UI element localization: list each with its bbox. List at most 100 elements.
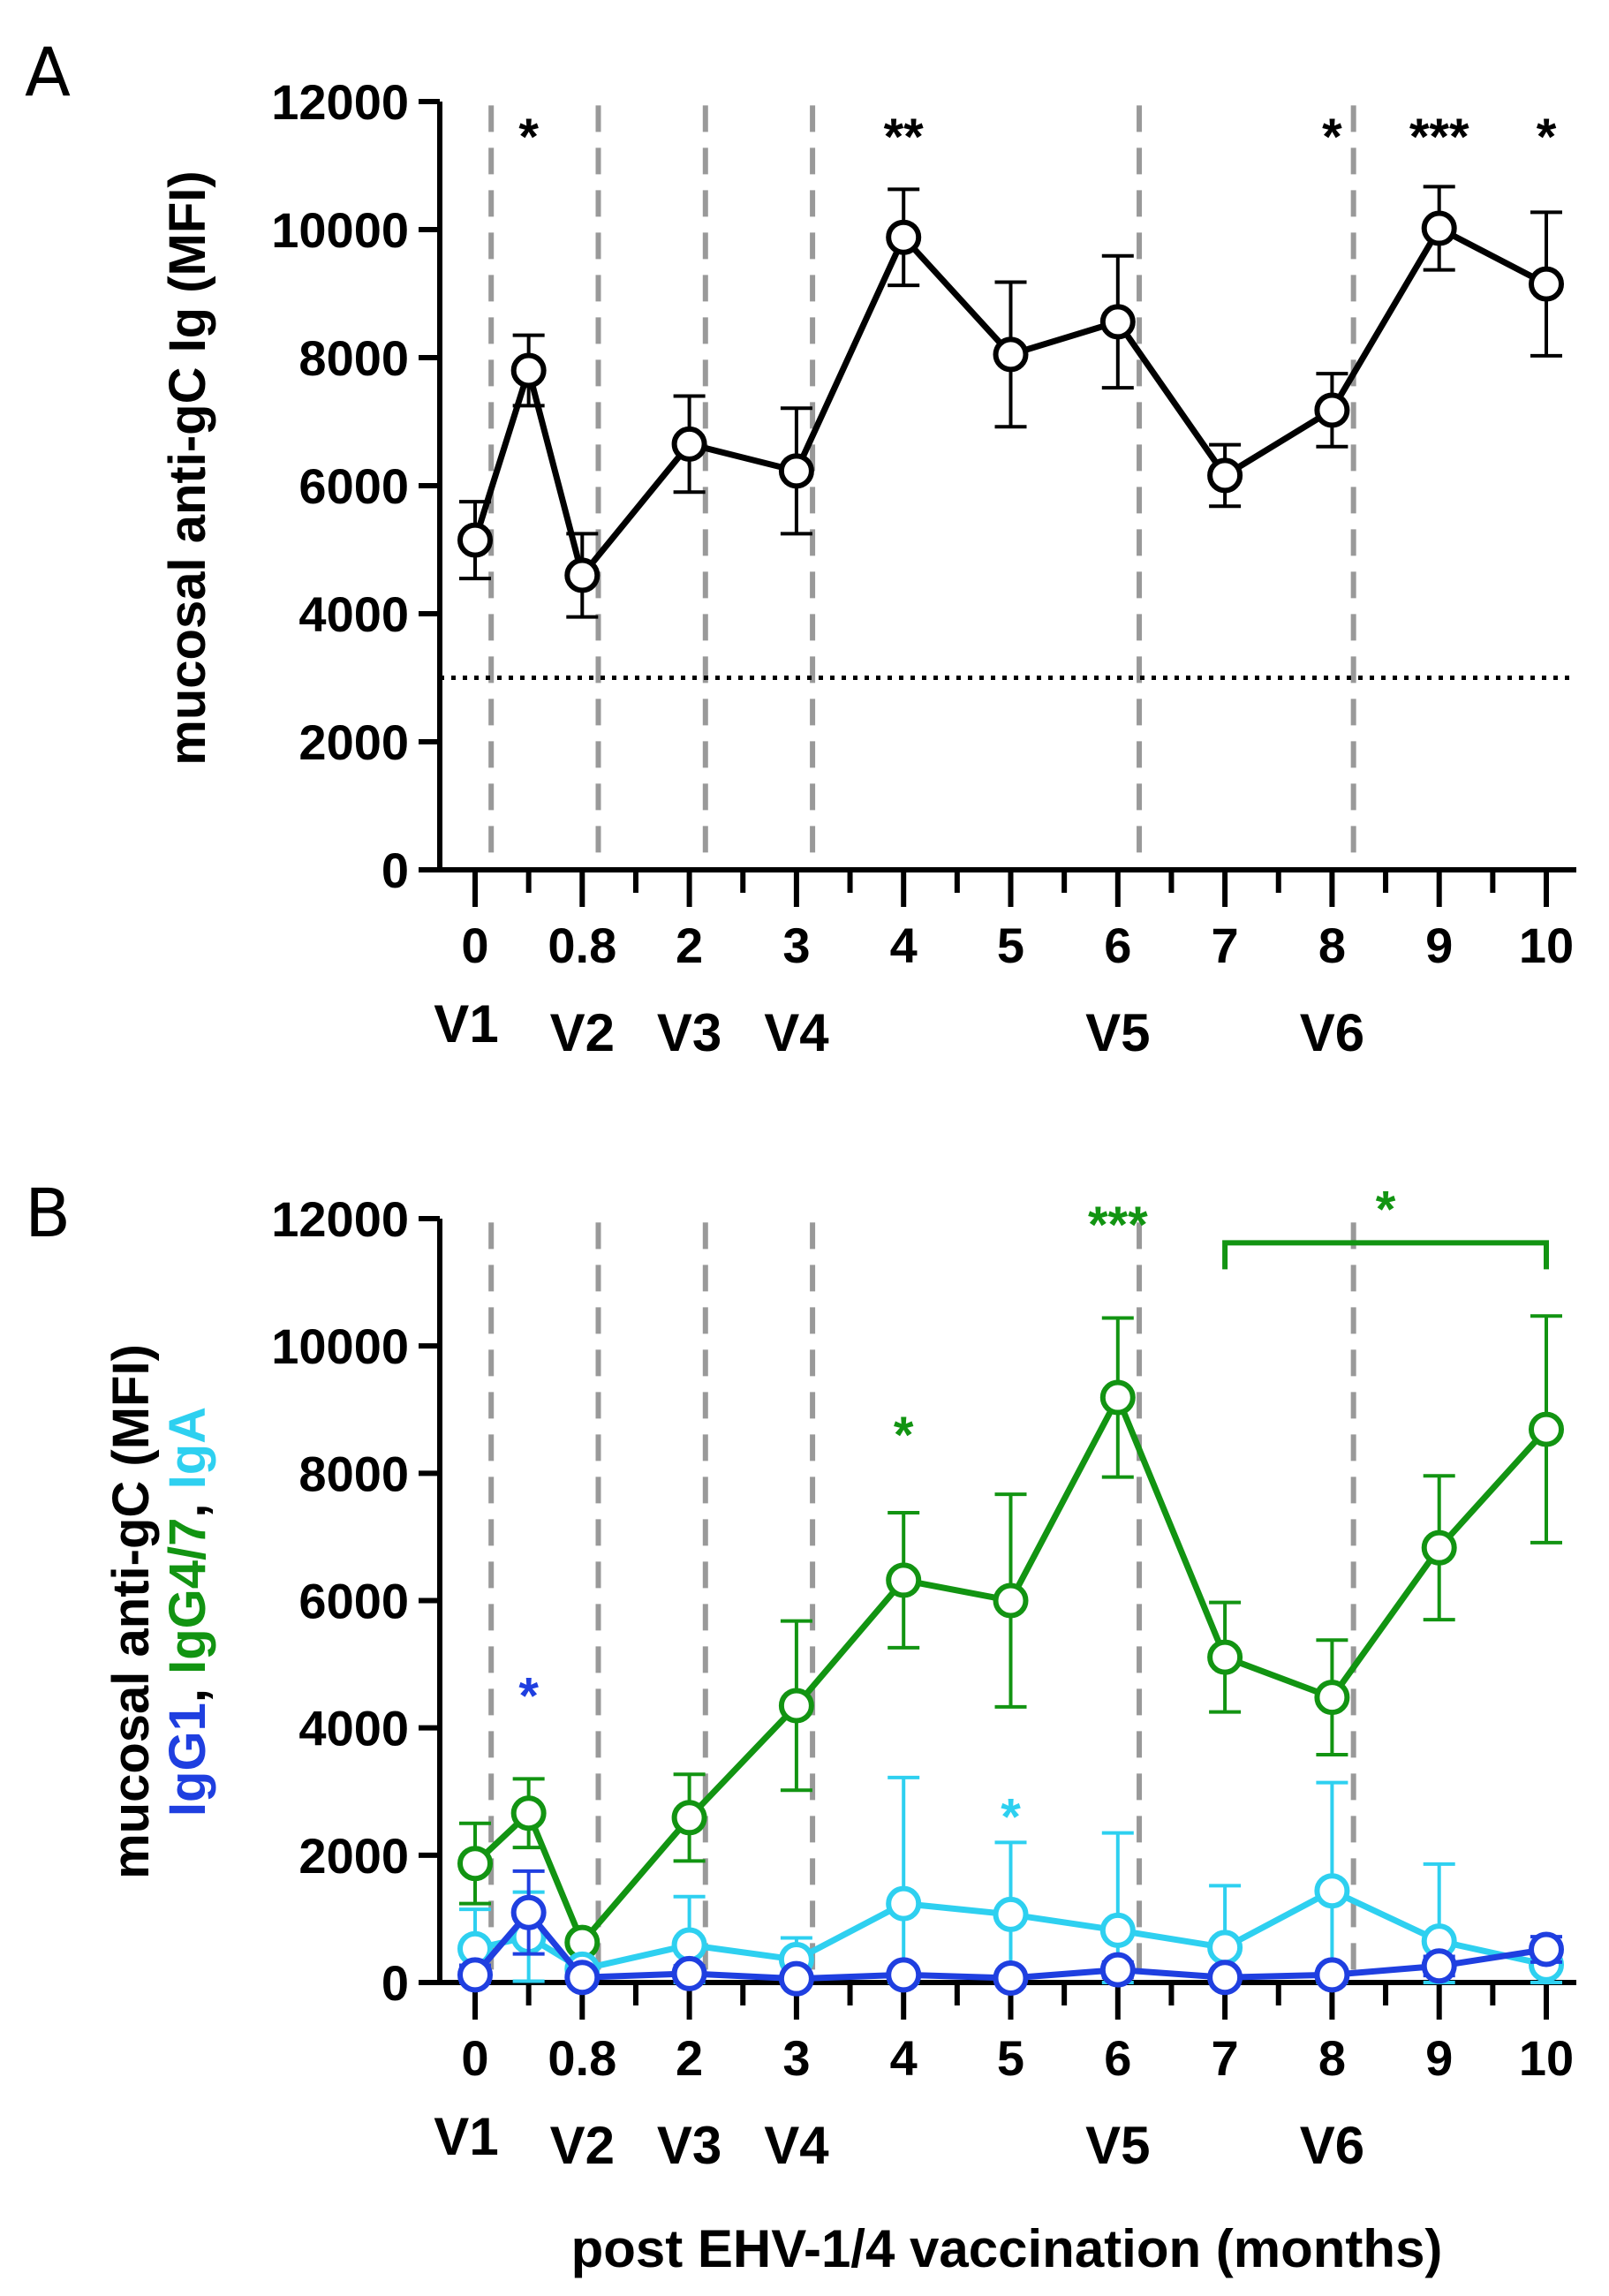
- data-point-igg1: [993, 1960, 1029, 1996]
- panel-a-chart: V1 V2 V3 V4 V5 V6 0 2000 4000 6000 8000 10000 12000 0…: [271, 74, 1576, 1062]
- vaccination-label-v2: V2: [550, 1003, 615, 1062]
- vaccination-label-v5: V5: [1085, 2116, 1150, 2175]
- data-point-igg47: [457, 1846, 493, 1882]
- data-point-ig: [457, 522, 493, 558]
- x-tick-label: 5: [997, 2030, 1024, 2086]
- data-point-ig: [1099, 304, 1136, 340]
- data-point-igg1: [671, 1955, 707, 1991]
- panel-b-y-axis-title-line1: mucosal anti-gC (MFI): [102, 1344, 160, 1879]
- data-point-igg1: [778, 1960, 814, 1997]
- significance-marker: ***: [1088, 1197, 1148, 1254]
- significance-marker: ***: [1409, 109, 1469, 166]
- data-point-iga: [1207, 1930, 1243, 1966]
- x-tick-label: 4: [890, 2030, 918, 2086]
- vaccination-label-v1: V1: [434, 994, 498, 1054]
- x-tick-label: 4: [890, 918, 918, 973]
- x-tick-label: 9: [1425, 918, 1453, 973]
- vaccination-label-v3: V3: [657, 1003, 721, 1062]
- data-point-ig: [1314, 392, 1350, 428]
- data-point-iga: [1099, 1912, 1136, 1948]
- y-tick-label: 6000: [298, 458, 409, 514]
- series-line-ig: [472, 225, 1548, 578]
- data-point-igg47: [1099, 1379, 1136, 1416]
- vaccination-label-v4: V4: [764, 2116, 829, 2175]
- x-tick-label: 9: [1425, 2030, 1453, 2086]
- x-tick-label: 8: [1318, 918, 1346, 973]
- data-point-igg47: [510, 1795, 547, 1832]
- y-tick-label: 10000: [271, 202, 409, 258]
- x-tick-label: 7: [1212, 918, 1239, 973]
- data-point-igg47: [1529, 1411, 1564, 1447]
- data-point-igg1: [1207, 1960, 1243, 1996]
- x-tick-label: 6: [1104, 2030, 1131, 2086]
- x-tick-label: 10: [1519, 918, 1574, 973]
- data-point-ig: [993, 336, 1029, 373]
- data-point-igg47: [993, 1582, 1029, 1619]
- significance-marker: **: [884, 109, 925, 166]
- vaccination-label-v5: V5: [1085, 1003, 1150, 1062]
- x-tick-label: 5: [997, 918, 1024, 973]
- data-point-igg1: [1314, 1957, 1350, 1993]
- data-point-ig: [1421, 210, 1457, 246]
- data-point-igg1: [1421, 1948, 1457, 1984]
- significance-marker: *: [1537, 109, 1557, 166]
- ylabel-igg47: IgG4/7: [159, 1518, 216, 1674]
- panel-b-y-axis-title-line2: IgG1, IgG4/7, IgA: [159, 1407, 216, 1816]
- ylabel-sep-2: ,: [159, 1489, 216, 1517]
- data-point-iga: [671, 1927, 707, 1963]
- data-point-ig: [886, 219, 922, 255]
- x-tick-label: 2: [676, 2030, 703, 2086]
- data-point-iga: [1314, 1873, 1350, 1909]
- panel-b-chart: V1 V2 V3 V4 V5 V6 0 2000 4000 6000 8000 10000 12000 0…: [271, 1181, 1576, 2175]
- y-tick-label: 0: [381, 842, 409, 898]
- vaccination-label-v1: V1: [434, 2107, 498, 2166]
- data-point-ig: [778, 453, 814, 489]
- panel-letter-a: A: [25, 33, 71, 111]
- ylabel-iga: IgA: [159, 1407, 216, 1489]
- data-point-igg47: [1421, 1529, 1457, 1566]
- x-tick-label: 0: [461, 2030, 488, 2086]
- x-tick-label: 3: [782, 918, 810, 973]
- significance-marker: *: [894, 1407, 914, 1464]
- significance-marker: *: [1322, 109, 1342, 166]
- y-tick-label: 12000: [271, 1191, 409, 1247]
- series-line-igg47: [472, 1394, 1549, 1946]
- data-point-igg47: [671, 1800, 707, 1836]
- panel-b-y-axis-title: mucosal anti-gC (MFI) IgG1, IgG4/7, IgA: [102, 1344, 216, 1879]
- significance-bracket-marker: *: [1376, 1181, 1396, 1238]
- x-tick-label: 7: [1212, 2030, 1239, 2086]
- data-point-igg47: [1207, 1639, 1243, 1675]
- ylabel-sep-1: ,: [159, 1674, 216, 1703]
- data-point-iga: [886, 1885, 922, 1922]
- data-point-ig: [564, 557, 601, 593]
- data-point-igg1: [1099, 1952, 1136, 1988]
- data-point-igg47: [886, 1562, 922, 1598]
- y-tick-label: 12000: [271, 74, 409, 130]
- x-axis-title: post EHV-1/4 vaccination (months): [571, 2219, 1443, 2278]
- data-point-ig: [510, 352, 547, 389]
- significance-bracket: [1222, 1240, 1549, 1270]
- x-tick-label: 8: [1318, 2030, 1346, 2086]
- vaccination-label-v6: V6: [1300, 2116, 1364, 2175]
- y-tick-label: 2000: [298, 1828, 409, 1884]
- panel-letter-b: B: [25, 1174, 71, 1252]
- data-point-igg47: [778, 1688, 814, 1724]
- data-point-igg47: [1314, 1680, 1350, 1716]
- data-point-igg1: [564, 1960, 601, 1996]
- x-tick-label: 10: [1519, 2030, 1574, 2086]
- x-tick-label: 0: [461, 918, 488, 973]
- data-point-ig: [671, 426, 707, 462]
- significance-marker: *: [518, 1668, 539, 1726]
- y-tick-label: 6000: [298, 1574, 409, 1629]
- data-point-igg1: [457, 1957, 493, 1993]
- x-tick-label: 6: [1104, 918, 1131, 973]
- data-point-iga: [993, 1896, 1029, 1932]
- y-tick-label: 0: [381, 1955, 409, 2011]
- y-tick-label: 4000: [298, 586, 409, 642]
- y-tick-label: 10000: [271, 1318, 409, 1374]
- ylabel-igg1: IgG1: [159, 1703, 216, 1816]
- vaccination-label-v4: V4: [764, 1003, 829, 1062]
- y-tick-label: 8000: [298, 330, 409, 386]
- y-tick-label: 4000: [298, 1701, 409, 1756]
